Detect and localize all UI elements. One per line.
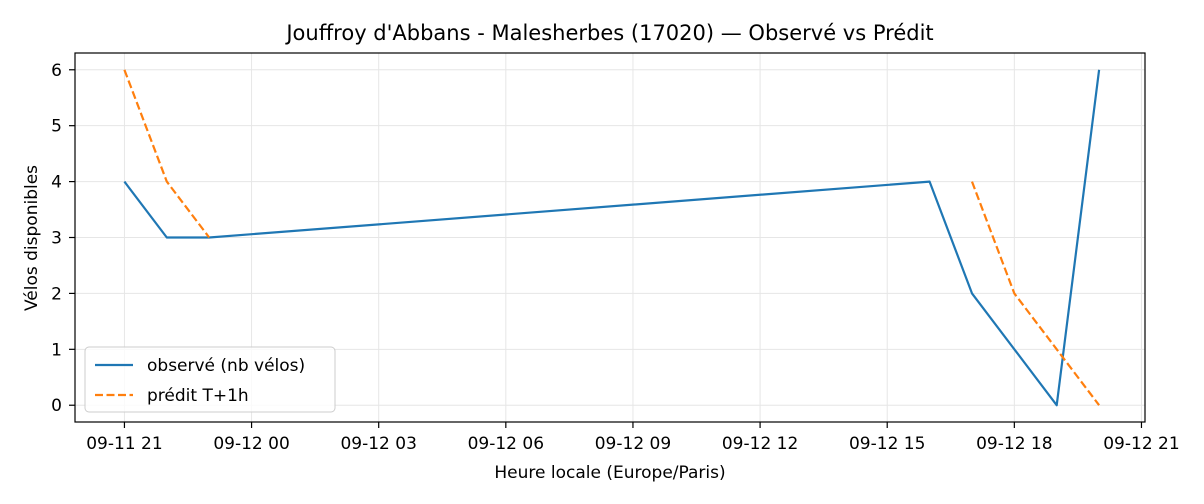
- observed-series-line: [123, 69, 1101, 407]
- x-tick-label: 09-11 21: [86, 434, 162, 454]
- y-tick-label: 0: [51, 396, 62, 416]
- predicted-series-line: [123, 69, 211, 239]
- x-tick-label: 09-12 03: [340, 434, 416, 454]
- legend: observé (nb vélos) prédit T+1h: [84, 346, 336, 413]
- x-tick-label: 09-12 21: [1103, 434, 1179, 454]
- series-layer: [123, 69, 1101, 407]
- legend-label-predicted: prédit T+1h: [147, 386, 249, 406]
- predicted-series-line: [970, 181, 1100, 406]
- x-tick-label: 09-12 15: [849, 434, 925, 454]
- x-tick-label: 09-12 06: [468, 434, 544, 454]
- y-tick-label: 4: [51, 173, 62, 193]
- x-tick-label: 09-12 00: [213, 434, 289, 454]
- y-axis-label: Vélos disponibles: [22, 165, 42, 311]
- y-tick-label: 6: [51, 61, 62, 81]
- y-tick-label: 3: [51, 229, 62, 249]
- legend-box: [84, 346, 336, 413]
- legend-label-observed: observé (nb vélos): [147, 356, 305, 376]
- x-tick-label: 09-12 09: [595, 434, 671, 454]
- chart-title: Jouffroy d'Abbans - Malesherbes (17020) …: [284, 21, 933, 45]
- x-tick-label: 09-12 12: [722, 434, 798, 454]
- ticks: 09-11 21 09-12 00 09-12 03 09-12 06 09-12 09…: [51, 61, 1180, 454]
- x-tick-label: 09-12 18: [976, 434, 1052, 454]
- y-tick-label: 5: [51, 117, 62, 137]
- y-tick-label: 2: [51, 284, 62, 304]
- x-axis-label: Heure locale (Europe/Paris): [494, 463, 725, 483]
- y-tick-label: 1: [51, 340, 62, 360]
